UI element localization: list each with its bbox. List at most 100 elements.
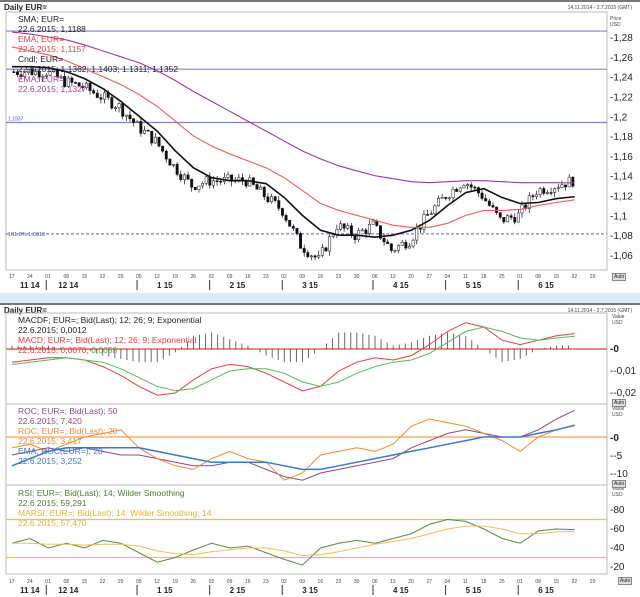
price-tick-label: -1,14 xyxy=(610,172,633,183)
day-tick-label: 23 xyxy=(263,579,269,585)
candle xyxy=(462,185,466,189)
candle xyxy=(128,114,132,120)
price-tick-label: -1,1 xyxy=(610,211,628,222)
rsi-legend-name: MARSI; EUR=; Bid(Last); 14; Wilder Smoot… xyxy=(18,508,212,518)
candle xyxy=(571,176,575,187)
day-tick-label: 01 xyxy=(45,579,51,585)
candle xyxy=(538,188,542,195)
candle xyxy=(77,82,81,87)
candle xyxy=(545,192,549,194)
candle xyxy=(295,228,299,234)
day-tick-label: 26 xyxy=(191,274,197,280)
day-tick-label: 16 xyxy=(245,274,251,280)
day-tick-label: 20 xyxy=(408,274,414,280)
top-auto-button[interactable]: Auto xyxy=(612,273,627,281)
candle xyxy=(150,130,154,144)
candle xyxy=(415,227,419,241)
price-line-sma xyxy=(12,65,575,238)
day-tick-label: 02 xyxy=(281,579,287,585)
day-tick-label: 01 xyxy=(517,274,523,280)
rsi-line-marsi xyxy=(12,525,575,557)
price-axis-unit: USD xyxy=(610,22,621,28)
day-tick-label: 13 xyxy=(390,274,396,280)
candle xyxy=(41,75,45,78)
candle xyxy=(215,180,219,182)
macd-legend-name: MACD; EUR=; Bid(Last); 12; 26; 9; Expone… xyxy=(18,335,197,345)
candle xyxy=(433,205,437,214)
rsi-legend-name: RSI; EUR=; Bid(Last); 14; Wilder Smoothi… xyxy=(18,488,185,498)
candle xyxy=(168,158,172,166)
candle xyxy=(153,136,157,144)
month-label: 5 15 xyxy=(466,586,482,595)
candle xyxy=(45,75,48,77)
day-tick-label: 15 xyxy=(554,579,560,585)
day-tick-label: 17 xyxy=(9,274,15,280)
month-label: 6 15 xyxy=(538,281,554,290)
price-legend-name: Cndl; EUR= xyxy=(18,54,64,64)
day-tick-label: 01 xyxy=(517,579,523,585)
candle xyxy=(255,184,259,190)
candle xyxy=(342,223,346,229)
candle xyxy=(408,245,411,249)
candle xyxy=(349,225,353,236)
rsi-tick-label: -80 xyxy=(610,505,625,516)
roc-legend-value: 22.6.2015; 7,420 xyxy=(18,416,82,426)
candle xyxy=(506,215,509,223)
candle xyxy=(389,243,393,251)
day-tick-label: 05 xyxy=(136,274,142,280)
top-date-range: 14.11.2014 - 2.7.2015 (GMT) xyxy=(567,5,632,11)
candle xyxy=(455,188,459,192)
candle xyxy=(331,234,335,237)
candle xyxy=(447,197,451,200)
rsi-auto-button[interactable]: Auto xyxy=(618,577,633,585)
candle xyxy=(411,239,415,247)
candle xyxy=(440,197,444,199)
candle xyxy=(59,76,63,78)
candle xyxy=(291,226,295,229)
day-tick-label: 04 xyxy=(445,579,451,585)
price-legend-value: 22.6.2015; 1,1188 xyxy=(18,24,86,34)
day-tick-label: 08 xyxy=(535,579,541,585)
candle xyxy=(70,77,74,83)
day-tick-label: 26 xyxy=(191,579,197,585)
roc-auto-button[interactable]: Auto xyxy=(612,480,627,488)
macd-legend-value: 22.6.2015; 0,0012 xyxy=(18,325,87,335)
candle xyxy=(339,223,342,230)
candle xyxy=(143,129,146,134)
fib-label: 1,1937 xyxy=(8,117,24,123)
candle xyxy=(197,185,201,190)
candle xyxy=(360,229,364,232)
candle xyxy=(378,225,382,239)
candle xyxy=(88,82,92,91)
candle xyxy=(52,69,56,72)
candle xyxy=(302,248,306,253)
candle xyxy=(458,187,462,192)
macd-tick-label: --0,02 xyxy=(610,388,637,399)
candle xyxy=(15,71,19,75)
candle xyxy=(556,187,560,189)
rsi-tick-label: -40 xyxy=(610,543,625,554)
candle xyxy=(30,69,34,76)
month-label: 1 15 xyxy=(157,281,173,290)
candle xyxy=(560,184,564,188)
candle xyxy=(509,215,513,218)
month-label: 4 15 xyxy=(393,586,409,595)
candle xyxy=(103,92,106,100)
candle xyxy=(502,217,506,223)
candle xyxy=(92,90,96,94)
macd-auto-button[interactable]: Auto xyxy=(612,399,627,407)
day-tick-label: 30 xyxy=(354,274,360,280)
candle xyxy=(531,195,535,197)
day-tick-label: 09 xyxy=(299,579,305,585)
value-axis-unit: Value xyxy=(612,486,625,492)
candle xyxy=(201,183,205,187)
day-tick-label: 23 xyxy=(263,274,269,280)
day-tick-label: 16 xyxy=(318,274,324,280)
day-tick-label: 15 xyxy=(554,274,560,280)
day-tick-label: 02 xyxy=(281,274,287,280)
candle xyxy=(299,233,303,249)
candle xyxy=(175,164,179,175)
candle xyxy=(237,177,241,181)
candle xyxy=(204,176,208,184)
